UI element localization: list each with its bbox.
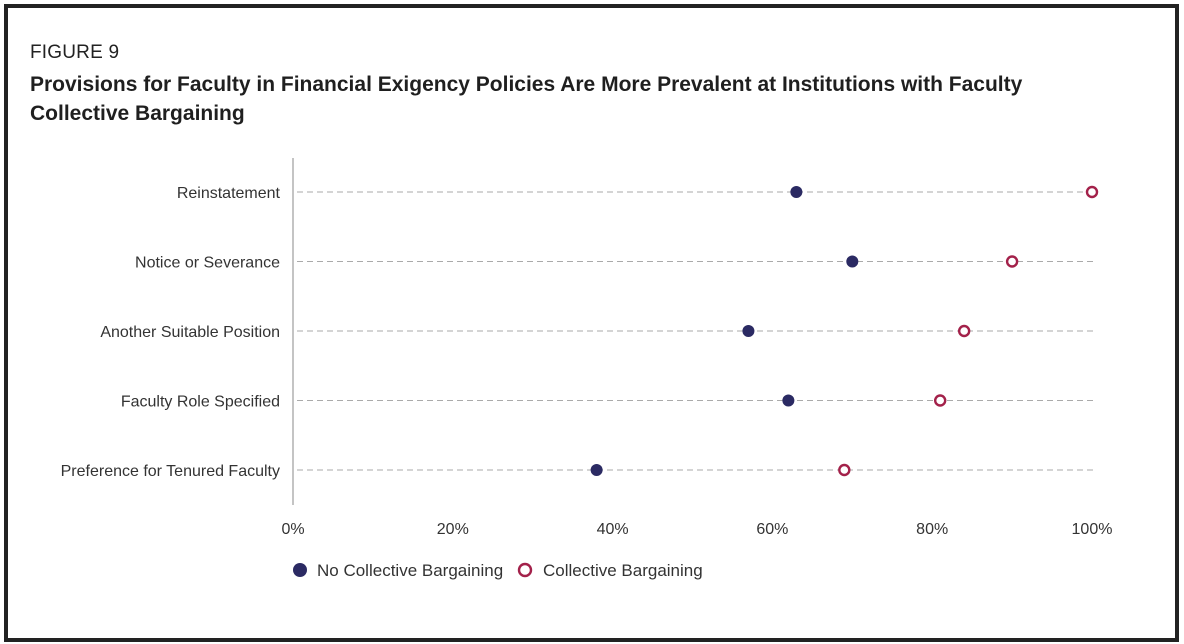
point-no-collective-bargaining bbox=[790, 186, 803, 198]
category-label: Notice or Severance bbox=[135, 255, 280, 272]
point-collective-bargaining bbox=[957, 324, 971, 338]
category-label: Preference for Tenured Faculty bbox=[61, 463, 280, 480]
point-collective-bargaining bbox=[1005, 255, 1019, 268]
point-no-collective-bargaining bbox=[590, 464, 603, 476]
point-collective-bargaining bbox=[838, 463, 851, 477]
x-tick-label: 40% bbox=[597, 521, 629, 538]
legend-marker-collective-bargaining bbox=[517, 562, 533, 578]
x-tick-label: 0% bbox=[281, 521, 304, 538]
point-no-collective-bargaining bbox=[846, 255, 859, 268]
data-points bbox=[590, 185, 1099, 477]
category-label: Reinstatement bbox=[177, 185, 281, 202]
chart-title: Provisions for Faculty in Financial Exig… bbox=[30, 73, 1023, 125]
figure-label: FIGURE 9 bbox=[30, 42, 120, 63]
category-labels: Reinstatement Notice or Severance Another … bbox=[61, 185, 281, 480]
x-tick-labels: 0% 20% 40% 60% 80% 100% bbox=[281, 521, 1112, 538]
x-tick-label: 60% bbox=[756, 521, 788, 538]
legend-label-collective-bargaining: Collective Bargaining bbox=[543, 561, 703, 580]
point-no-collective-bargaining bbox=[782, 394, 795, 407]
category-label: Faculty Role Specified bbox=[121, 394, 280, 411]
x-tick-label: 100% bbox=[1072, 521, 1113, 538]
gridlines bbox=[297, 191, 1093, 471]
point-collective-bargaining bbox=[933, 394, 947, 407]
legend-label-no-collective-bargaining: No Collective Bargaining bbox=[317, 561, 503, 580]
x-tick-label: 80% bbox=[916, 521, 948, 538]
category-label: Another Suitable Position bbox=[100, 324, 280, 341]
point-collective-bargaining bbox=[1085, 185, 1099, 199]
legend: No Collective Bargaining Collective Barga… bbox=[293, 561, 703, 580]
x-tick-label: 20% bbox=[437, 521, 469, 538]
legend-marker-no-collective-bargaining bbox=[293, 563, 307, 577]
figure-frame: FIGURE 9 Provisions for Faculty in Finan… bbox=[4, 4, 1179, 642]
point-no-collective-bargaining bbox=[742, 325, 755, 337]
